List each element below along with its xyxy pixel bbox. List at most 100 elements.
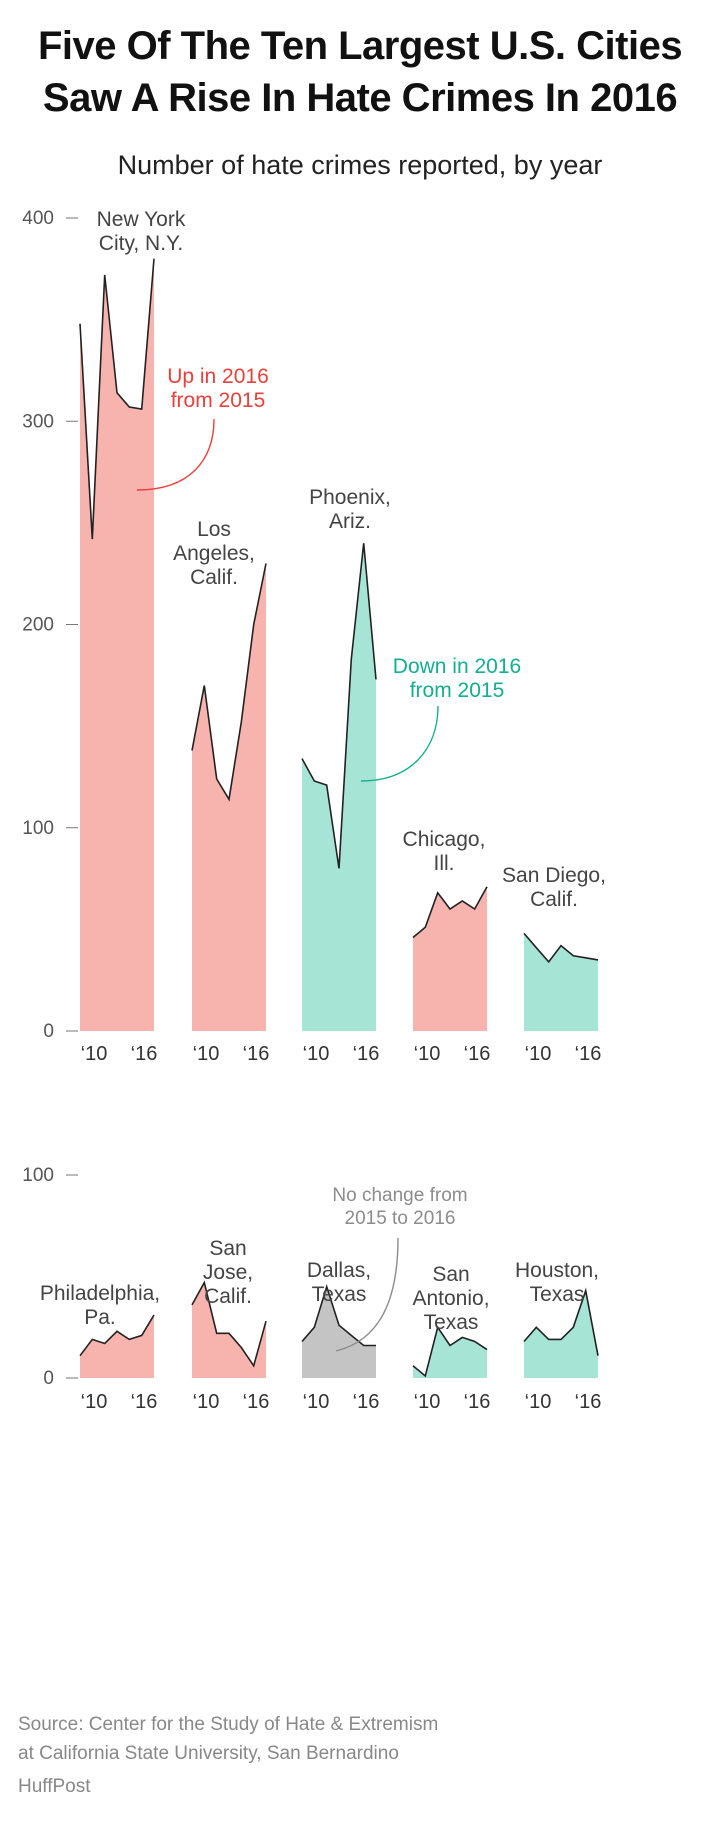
series-philadelphia-pa: ‘10 ‘16 Philadelphia, Pa. bbox=[40, 1282, 160, 1413]
x-tick-label-chicago-ill-start: ‘10 bbox=[414, 1043, 441, 1065]
series-san-jose-calif: ‘10 ‘16 San Jose, Calif. bbox=[191, 1237, 270, 1413]
series-label-phoenix-ariz: Phoenix, Ariz. bbox=[309, 486, 391, 533]
area-new-york-city-n-y bbox=[80, 258, 154, 1031]
line-san-diego-calif bbox=[523, 932, 599, 964]
y-tick-label-200: 200 bbox=[22, 615, 54, 636]
series-los-angeles-calif: ‘10 ‘16 Los Angeles, Calif. bbox=[173, 518, 269, 1065]
area-philadelphia-pa bbox=[80, 1315, 154, 1378]
brand-credit: HuffPost bbox=[18, 1776, 91, 1797]
y-tick-label-100: 100 bbox=[22, 1165, 54, 1186]
bottom-panel: 0 100 ‘10 ‘16 Philadelphia, Pa. ‘10 ‘16 San Jose,… bbox=[22, 1165, 601, 1413]
series-label-houston-texas: Houston, Texas bbox=[515, 1259, 599, 1306]
series-label-philadelphia-pa: Philadelphia, Pa. bbox=[40, 1282, 160, 1329]
line-san-antonio-texas bbox=[412, 1325, 488, 1378]
series-houston-texas: ‘10 ‘16 Houston, Texas bbox=[515, 1259, 601, 1413]
series-label-line: Phoenix, bbox=[309, 486, 391, 509]
annotation-line: from 2015 bbox=[410, 679, 505, 702]
area-los-angeles-calif bbox=[192, 563, 266, 1031]
annotation-text-nochange: No change from 2015 to 2016 bbox=[332, 1185, 467, 1229]
annotation-text-up: Up in 2016 from 2015 bbox=[167, 365, 269, 412]
x-tick-label-los-angeles-calif-end: ‘16 bbox=[243, 1043, 270, 1065]
series-label-new-york-city-n-y: New York City, N.Y. bbox=[97, 208, 186, 255]
series-label-line: Texas bbox=[312, 1283, 367, 1306]
annotation-line: No change from bbox=[332, 1185, 467, 1206]
annotation-leader-up bbox=[136, 418, 215, 491]
area-san-diego-calif bbox=[524, 933, 598, 1031]
series-label-line: San bbox=[209, 1237, 246, 1260]
series-label-line: Calif. bbox=[190, 566, 238, 589]
chart-title: Five Of The Ten Largest U.S. Cities Saw A… bbox=[0, 20, 720, 124]
series-label-line: Texas bbox=[424, 1311, 479, 1334]
annotation-leader-down bbox=[360, 705, 439, 782]
x-tick-label-chicago-ill-end: ‘16 bbox=[464, 1043, 491, 1065]
annotation-line: 2015 to 2016 bbox=[345, 1208, 456, 1229]
line-dallas-texas bbox=[301, 1284, 376, 1347]
x-tick-label-new-york-city-n-y-start: ‘10 bbox=[81, 1043, 108, 1065]
x-tick-label-houston-texas-end: ‘16 bbox=[575, 1391, 602, 1413]
x-tick-label-phoenix-ariz-start: ‘10 bbox=[303, 1043, 330, 1065]
x-tick-label-san-diego-calif-end: ‘16 bbox=[575, 1043, 602, 1065]
line-chicago-ill bbox=[412, 886, 488, 939]
area-chicago-ill bbox=[413, 886, 487, 1031]
series-label-line: San Diego, bbox=[502, 864, 606, 887]
y-tick-label-0: 0 bbox=[43, 1368, 54, 1389]
annotation-line: Down in 2016 bbox=[393, 655, 521, 678]
line-houston-texas bbox=[523, 1287, 599, 1356]
series-label-line: New York bbox=[97, 208, 186, 231]
x-tick-label-philadelphia-pa-end: ‘16 bbox=[131, 1391, 158, 1413]
source-line-1: Source: Center for the Study of Hate & E… bbox=[18, 1714, 439, 1735]
area-phoenix-ariz bbox=[302, 543, 376, 1031]
series-label-line: Chicago, bbox=[403, 828, 486, 851]
y-tick-label-100: 100 bbox=[22, 818, 54, 839]
annotation-line: from 2015 bbox=[171, 389, 266, 412]
series-phoenix-ariz: ‘10 ‘16 Phoenix, Ariz. bbox=[301, 486, 391, 1065]
series-label-chicago-ill: Chicago, Ill. bbox=[403, 828, 486, 875]
y-tick-label-400: 400 bbox=[22, 208, 54, 229]
annotation-text-down: Down in 2016 from 2015 bbox=[393, 655, 521, 702]
line-philadelphia-pa bbox=[79, 1314, 155, 1357]
series-label-line: Texas bbox=[530, 1283, 585, 1306]
x-tick-label-new-york-city-n-y-end: ‘16 bbox=[131, 1043, 158, 1065]
title-line-1: Five Of The Ten Largest U.S. Cities bbox=[37, 24, 683, 68]
y-tick-label-0: 0 bbox=[43, 1021, 54, 1042]
series-label-line: Calif. bbox=[204, 1285, 252, 1308]
series-label-line: Calif. bbox=[530, 888, 578, 911]
x-tick-label-dallas-texas-start: ‘10 bbox=[303, 1391, 330, 1413]
series-label-line: Dallas, bbox=[307, 1259, 371, 1282]
series-dallas-texas: ‘10 ‘16 Dallas, Texas bbox=[301, 1259, 380, 1413]
series-san-diego-calif: ‘10 ‘16 San Diego, Calif. bbox=[502, 864, 606, 1065]
series-label-line: Houston, bbox=[515, 1259, 599, 1282]
line-los-angeles-calif bbox=[191, 563, 267, 802]
x-tick-label-san-jose-calif-end: ‘16 bbox=[243, 1391, 270, 1413]
x-tick-label-san-antonio-texas-start: ‘10 bbox=[414, 1391, 441, 1413]
area-san-antonio-texas bbox=[413, 1327, 487, 1378]
line-san-jose-calif bbox=[191, 1280, 267, 1368]
series-label-los-angeles-calif: Los Angeles, Calif. bbox=[173, 518, 255, 589]
series-chicago-ill: ‘10 ‘16 Chicago, Ill. bbox=[403, 828, 491, 1065]
chart-subtitle: Number of hate crimes reported, by year bbox=[117, 150, 603, 180]
series-label-line: Angeles, bbox=[173, 542, 255, 565]
title-line-2: Saw A Rise In Hate Crimes In 2016 bbox=[42, 76, 678, 120]
source-line-2: at California State University, San Bern… bbox=[18, 1743, 399, 1764]
series-label-line: Jose, bbox=[203, 1261, 253, 1284]
x-tick-label-san-diego-calif-start: ‘10 bbox=[525, 1043, 552, 1065]
annotation-line: Up in 2016 bbox=[167, 365, 269, 388]
area-houston-texas bbox=[524, 1290, 598, 1378]
series-label-line: Ariz. bbox=[329, 510, 371, 533]
x-tick-label-los-angeles-calif-start: ‘10 bbox=[193, 1043, 220, 1065]
x-tick-label-houston-texas-start: ‘10 bbox=[525, 1391, 552, 1413]
annotation-up: Up in 2016 from 2015 bbox=[136, 365, 269, 491]
area-san-jose-calif bbox=[192, 1282, 266, 1378]
x-tick-label-san-jose-calif-start: ‘10 bbox=[193, 1391, 220, 1413]
series-label-line: Ill. bbox=[434, 852, 455, 875]
series-label-line: City, N.Y. bbox=[99, 232, 183, 255]
series-label-san-antonio-texas: San Antonio, Texas bbox=[412, 1263, 489, 1334]
annotation-leader-nochange bbox=[335, 1237, 399, 1352]
series-label-san-diego-calif: San Diego, Calif. bbox=[502, 864, 606, 911]
series-label-line: Philadelphia, bbox=[40, 1282, 160, 1305]
series-label-dallas-texas: Dallas, Texas bbox=[307, 1259, 371, 1306]
series-label-san-jose-calif: San Jose, Calif. bbox=[203, 1237, 253, 1308]
series-san-antonio-texas: ‘10 ‘16 San Antonio, Texas bbox=[412, 1263, 490, 1413]
x-tick-label-dallas-texas-end: ‘16 bbox=[353, 1391, 380, 1413]
